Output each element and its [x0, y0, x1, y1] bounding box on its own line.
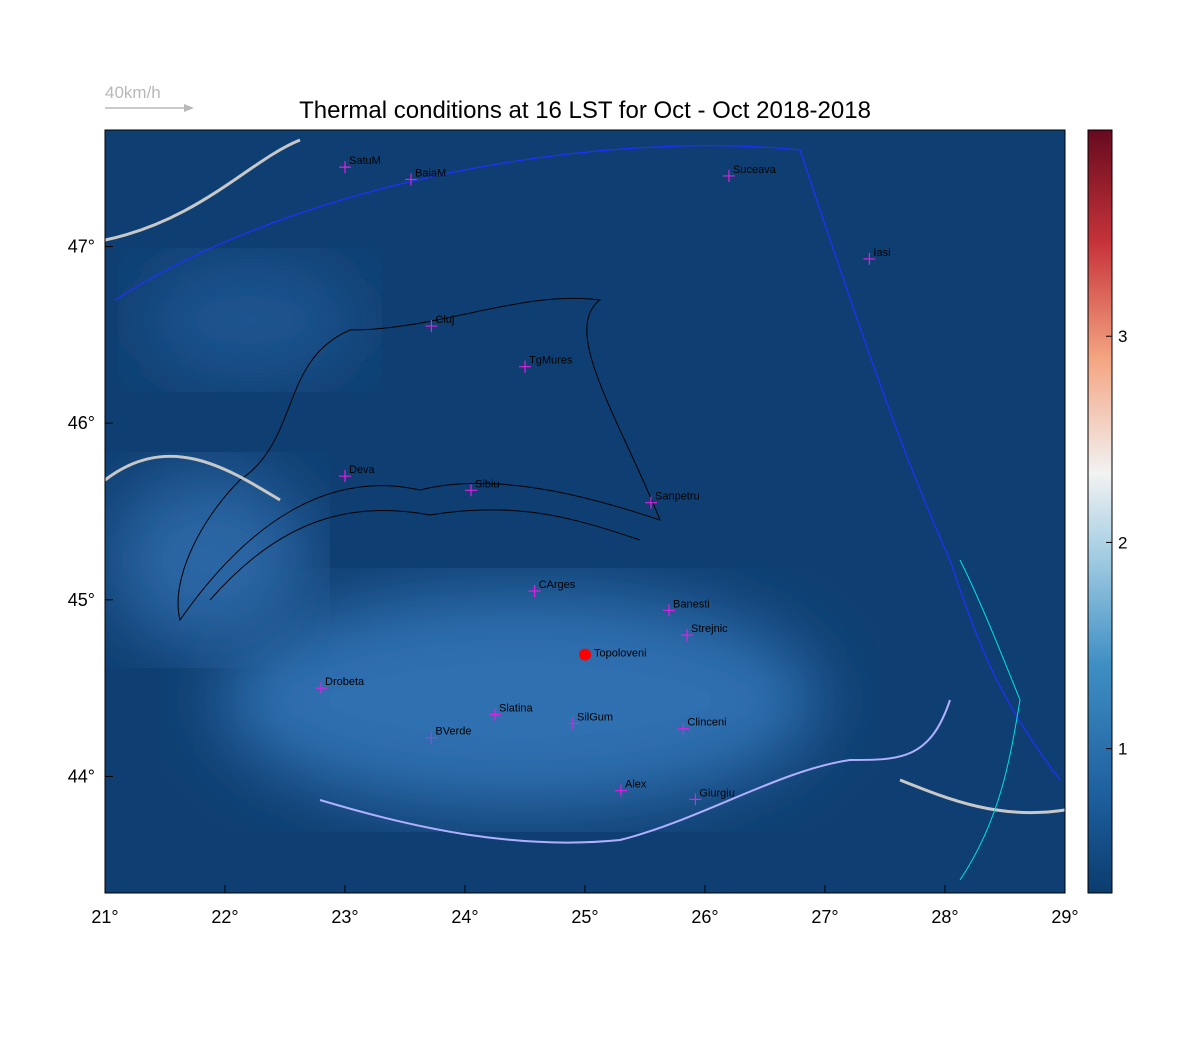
x-tick-label: 26° [691, 907, 718, 927]
city-label: SatuM [349, 155, 381, 167]
x-tick-label: 28° [931, 907, 958, 927]
city-label: Deva [349, 464, 376, 476]
city-label: Strejnic [691, 623, 728, 635]
city-marker [663, 604, 675, 617]
city-label: Slatina [499, 703, 534, 715]
city-marker [863, 252, 876, 265]
city-label: Sanpetru [655, 491, 700, 503]
colorbar [1087, 129, 1113, 894]
x-tick-label: 29° [1051, 907, 1078, 927]
y-tick-label: 44° [68, 766, 95, 786]
x-tick-label: 25° [571, 907, 598, 927]
colorbar-tick-label: 3 [1118, 327, 1127, 346]
x-tick-label: 21° [91, 907, 118, 927]
city-marker [689, 793, 702, 806]
city-marker [425, 731, 438, 744]
city-marker [465, 484, 477, 497]
city-marker [645, 496, 657, 509]
x-tick-label: 23° [331, 907, 358, 927]
city-marker [677, 722, 690, 735]
x-tick-label: 24° [451, 907, 478, 927]
y-tick-label: 45° [68, 590, 95, 610]
city-label: Sibiu [475, 478, 499, 490]
colorbar-tick-label: 1 [1118, 740, 1127, 759]
city-label: Cluj [435, 314, 454, 326]
city-marker [339, 470, 351, 483]
city-marker [405, 173, 417, 186]
city-marker [519, 360, 531, 373]
city-marker [528, 584, 541, 597]
x-tick-label: 22° [211, 907, 238, 927]
city-label: Giurgiu [699, 787, 734, 799]
city-marker [681, 629, 693, 642]
city-marker [489, 708, 501, 721]
legend-arrowhead [184, 104, 194, 112]
city-label: SilGum [577, 711, 613, 723]
city-label: Banesti [673, 598, 710, 610]
city-label: TgMures [529, 355, 573, 367]
y-tick-label: 46° [68, 413, 95, 433]
city-label: Clinceni [687, 717, 726, 729]
city-label: Alex [625, 779, 647, 791]
colorbar-tick-label: 2 [1118, 533, 1127, 552]
highlight-marker [579, 648, 591, 661]
highlight-label: Topoloveni [594, 648, 647, 660]
title: Thermal conditions at 16 LST for Oct - O… [299, 97, 871, 124]
city-marker [425, 320, 438, 333]
city-marker [315, 682, 327, 695]
city-label: Iasi [873, 247, 890, 259]
legend-label: 40km/h [105, 83, 161, 102]
city-marker [567, 717, 579, 730]
city-label: BaiaM [415, 167, 446, 179]
map-marks: 21° 22° 23° 24° 25° 26° 27° 28° 29° 44° 45° 46° 47° S… [68, 155, 1128, 927]
city-label: Drobeta [325, 676, 365, 688]
city-label: CArges [539, 579, 576, 591]
temperature-field [105, 138, 1065, 881]
city-marker [339, 161, 351, 174]
city-marker [615, 784, 627, 797]
city-marker [723, 169, 735, 182]
y-tick-label: 47° [68, 237, 95, 257]
x-tick-label: 27° [811, 907, 838, 927]
city-label: Suceava [733, 164, 777, 176]
city-label: BVerde [435, 726, 471, 738]
